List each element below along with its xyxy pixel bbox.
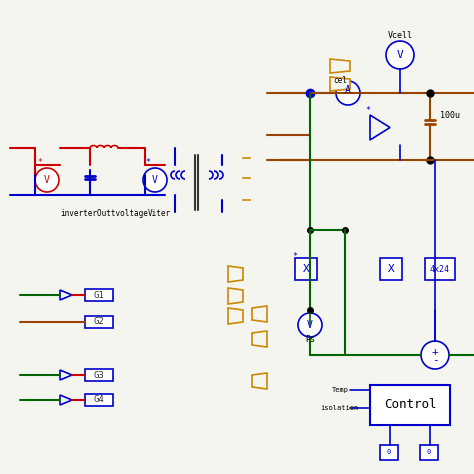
Text: *: * <box>146 157 151 166</box>
Bar <box>380 258 402 280</box>
Text: *: * <box>37 157 43 166</box>
Polygon shape <box>330 77 350 91</box>
Polygon shape <box>252 331 267 347</box>
Text: Temp: Temp <box>331 387 348 393</box>
Text: cel: cel <box>333 75 347 84</box>
Bar <box>85 289 113 301</box>
Polygon shape <box>60 370 72 380</box>
Polygon shape <box>252 373 267 389</box>
Text: V: V <box>397 50 403 60</box>
Text: G1: G1 <box>94 291 104 300</box>
Polygon shape <box>228 288 243 304</box>
Text: 4x24: 4x24 <box>430 264 450 273</box>
Polygon shape <box>60 395 72 405</box>
Bar <box>85 316 113 328</box>
Bar <box>85 369 113 381</box>
Text: Vcell: Vcell <box>388 30 412 39</box>
Bar <box>370 385 450 425</box>
Polygon shape <box>252 306 267 322</box>
Circle shape <box>298 313 322 337</box>
Circle shape <box>35 168 59 192</box>
Text: isolation: isolation <box>321 405 359 411</box>
Text: *: * <box>292 253 298 262</box>
Text: V: V <box>44 175 50 185</box>
Text: V: V <box>307 320 313 330</box>
Polygon shape <box>228 308 243 324</box>
Text: Viter: Viter <box>148 209 171 218</box>
Bar <box>85 394 113 406</box>
Text: G4: G4 <box>94 395 104 404</box>
Text: X: X <box>302 264 310 274</box>
Text: +: + <box>432 347 438 357</box>
Bar <box>295 258 317 280</box>
Text: -: - <box>432 355 438 365</box>
Polygon shape <box>228 266 243 282</box>
Text: A: A <box>345 85 351 95</box>
Text: G3: G3 <box>94 371 104 380</box>
Text: 100u: 100u <box>440 110 460 119</box>
Circle shape <box>143 168 167 192</box>
Text: *: * <box>365 106 371 115</box>
Bar <box>380 445 398 460</box>
Text: Control: Control <box>384 399 436 411</box>
Text: V: V <box>152 175 158 185</box>
Text: G2: G2 <box>94 318 104 327</box>
Circle shape <box>421 341 449 369</box>
Text: 0: 0 <box>387 449 391 455</box>
Circle shape <box>336 81 360 105</box>
Text: inverterOuttvoltage: inverterOuttvoltage <box>60 209 148 218</box>
Polygon shape <box>330 59 350 73</box>
Bar <box>420 445 438 460</box>
Text: 0: 0 <box>427 449 431 455</box>
Text: X: X <box>388 264 394 274</box>
Polygon shape <box>370 115 390 140</box>
Text: Ps: Ps <box>305 336 315 345</box>
Bar <box>425 258 455 280</box>
Circle shape <box>386 41 414 69</box>
Polygon shape <box>60 290 72 300</box>
